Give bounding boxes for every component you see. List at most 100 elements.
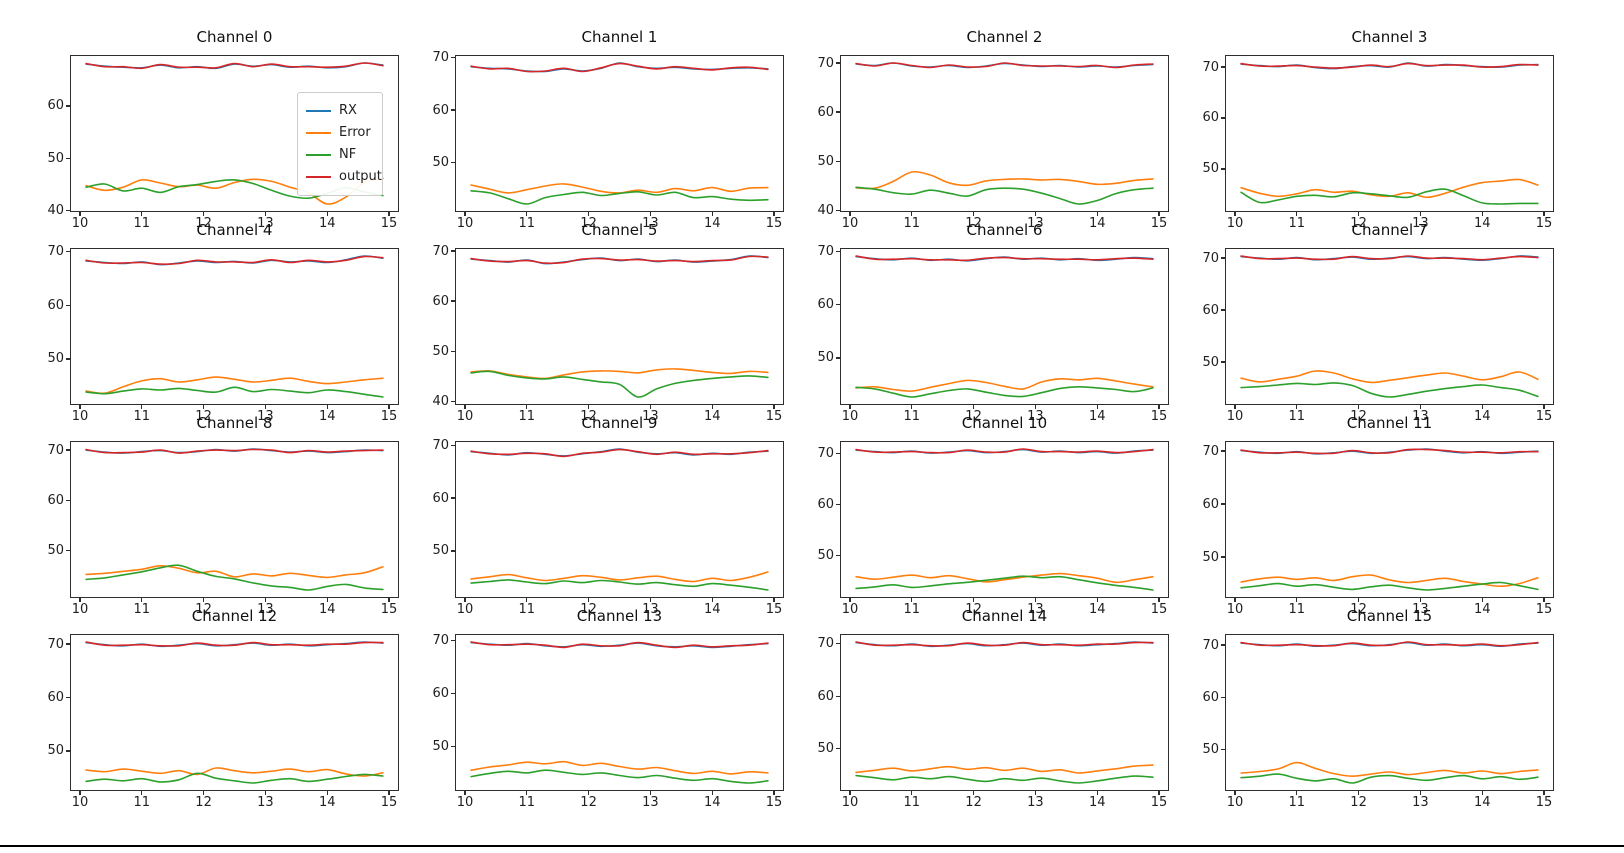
x-tick-mark bbox=[972, 791, 975, 795]
y-tick-mark bbox=[451, 300, 455, 302]
y-tick-label: 70 bbox=[1202, 59, 1219, 75]
y-tick-label: 60 bbox=[1202, 110, 1219, 126]
x-tick-label: 10 bbox=[71, 216, 89, 231]
x-tick-label: 10 bbox=[71, 409, 89, 424]
plot-area bbox=[470, 448, 769, 591]
x-tick-mark bbox=[849, 405, 851, 409]
x-tick-label: 11 bbox=[518, 795, 536, 810]
y-tick-label: 70 bbox=[817, 55, 834, 71]
x-tick-label: 13 bbox=[1412, 795, 1429, 810]
line-error bbox=[1240, 574, 1539, 588]
y-tick-label: 50 bbox=[432, 739, 449, 755]
x-tick-mark bbox=[264, 405, 267, 409]
x-tick-mark bbox=[79, 791, 81, 795]
x-tick-label: 11 bbox=[903, 409, 921, 424]
y-tick-mark bbox=[836, 209, 840, 212]
x-tick-label: 12 bbox=[195, 409, 212, 424]
x-tick-label: 15 bbox=[1150, 409, 1168, 424]
legend-item-nf: NF bbox=[306, 144, 374, 166]
y-tick-label: 60 bbox=[432, 490, 449, 506]
x-tick-mark bbox=[649, 791, 652, 795]
y-tick-mark bbox=[451, 400, 455, 403]
subplot-title: Channel 9 bbox=[581, 414, 658, 432]
y-tick-label: 70 bbox=[432, 632, 449, 648]
y-tick-label: 50 bbox=[1202, 549, 1219, 565]
y-tick-mark bbox=[66, 550, 70, 552]
line-output bbox=[85, 448, 384, 454]
x-tick-label: 10 bbox=[1226, 216, 1244, 231]
y-tick-label: 60 bbox=[47, 297, 64, 313]
x-tick-label: 10 bbox=[71, 602, 89, 617]
subplot-title: Channel 10 bbox=[961, 414, 1048, 432]
y-tick-mark bbox=[1221, 309, 1225, 311]
line-nf bbox=[85, 564, 384, 591]
subplot-title: Channel 14 bbox=[961, 607, 1048, 625]
line-output bbox=[470, 62, 769, 73]
y-tick-label: 50 bbox=[1202, 742, 1219, 758]
y-tick-label: 60 bbox=[432, 293, 449, 309]
y-tick-mark bbox=[66, 304, 70, 307]
subplot-title: Channel 7 bbox=[1351, 221, 1428, 239]
x-tick-mark bbox=[202, 598, 205, 602]
y-tick-label: 60 bbox=[1202, 496, 1219, 512]
x-tick-label: 15 bbox=[1535, 409, 1553, 424]
subplot-channel-6: Channel 6 50 60 70 10 11 12 13 14 15 bbox=[817, 222, 1169, 424]
x-tick-label: 11 bbox=[518, 602, 536, 617]
x-tick-label: 10 bbox=[1226, 409, 1244, 424]
x-tick-mark bbox=[773, 405, 775, 409]
x-tick-mark bbox=[649, 598, 652, 602]
subplot-channel-0: Channel 0 40 50 60 10 11 12 13 14 15 bbox=[47, 29, 399, 231]
y-tick-mark bbox=[1221, 117, 1225, 119]
x-tick-mark bbox=[849, 212, 851, 216]
x-tick-label: 14 bbox=[1088, 216, 1106, 231]
x-tick-label: 12 bbox=[580, 602, 597, 617]
x-tick-mark bbox=[587, 598, 590, 602]
x-tick-label: 14 bbox=[1088, 409, 1106, 424]
x-tick-label: 11 bbox=[133, 216, 151, 231]
x-tick-label: 10 bbox=[456, 795, 474, 810]
x-tick-label: 12 bbox=[965, 409, 982, 424]
x-tick-label: 11 bbox=[1288, 602, 1306, 617]
legend-item-error: Error bbox=[306, 122, 374, 144]
x-tick-mark bbox=[1419, 791, 1422, 795]
y-tick-mark bbox=[1221, 361, 1225, 363]
subplot-channel-11: Channel 11 50 60 70 10 11 12 13 14 15 bbox=[1202, 415, 1554, 617]
x-tick-label: 12 bbox=[580, 216, 597, 231]
x-tick-label: 12 bbox=[965, 795, 982, 810]
x-tick-mark bbox=[1296, 791, 1298, 795]
line-output bbox=[470, 448, 769, 458]
line-error bbox=[85, 177, 384, 205]
y-tick-label: 70 bbox=[47, 636, 64, 652]
x-tick-label: 15 bbox=[765, 795, 783, 810]
y-tick-label: 60 bbox=[432, 102, 449, 118]
x-tick-label: 11 bbox=[518, 409, 536, 424]
line-output bbox=[85, 255, 384, 265]
x-tick-mark bbox=[1419, 405, 1422, 409]
y-tick-mark bbox=[836, 111, 840, 113]
x-tick-label: 11 bbox=[133, 602, 151, 617]
line-nf bbox=[470, 370, 769, 398]
x-tick-label: 13 bbox=[1412, 602, 1429, 617]
line-error bbox=[470, 183, 769, 194]
plot-area bbox=[855, 62, 1154, 205]
line-nf bbox=[1240, 382, 1539, 398]
y-tick-label: 60 bbox=[817, 104, 834, 120]
x-tick-mark bbox=[1096, 405, 1098, 409]
y-tick-mark bbox=[836, 555, 840, 557]
x-tick-mark bbox=[79, 405, 81, 409]
y-tick-mark bbox=[836, 250, 840, 252]
x-tick-mark bbox=[1234, 212, 1236, 216]
x-tick-label: 12 bbox=[1350, 409, 1367, 424]
x-tick-label: 15 bbox=[380, 602, 398, 617]
line-output bbox=[1240, 255, 1539, 261]
window-bottom-edge bbox=[0, 845, 1624, 847]
subplot-title: Channel 8 bbox=[196, 414, 273, 432]
x-tick-mark bbox=[773, 212, 775, 216]
line-output bbox=[855, 641, 1154, 647]
plot-area bbox=[85, 255, 384, 398]
y-tick-label: 60 bbox=[47, 98, 64, 114]
x-tick-mark bbox=[1357, 598, 1360, 602]
y-tick-mark bbox=[451, 56, 455, 58]
x-tick-label: 10 bbox=[841, 602, 859, 617]
x-tick-mark bbox=[1158, 598, 1160, 602]
